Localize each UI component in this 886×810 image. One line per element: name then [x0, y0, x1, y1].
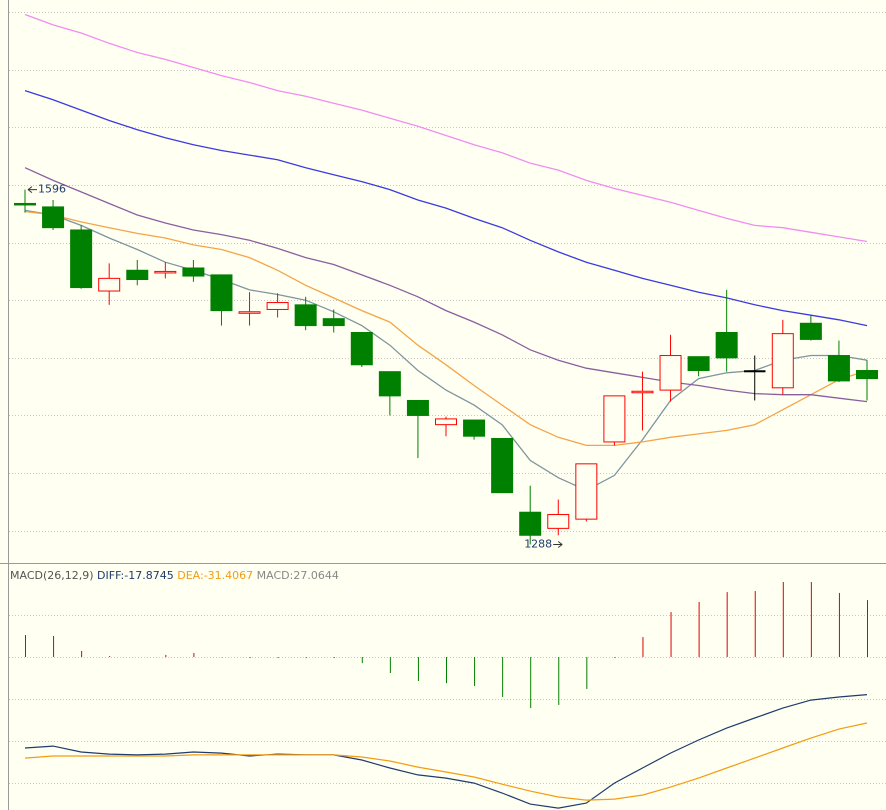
candle-body — [743, 370, 766, 373]
min-label: 1288 — [524, 537, 552, 550]
legend-diff: DIFF:-17.8745 — [97, 569, 174, 582]
candle-body — [547, 514, 570, 529]
moving-average-line — [24, 210, 868, 447]
macd-legend: MACD(26,12,9) DIFF:-17.8745 DEA:-31.4067… — [10, 569, 339, 582]
candle-body — [98, 277, 121, 292]
candle-body — [827, 355, 850, 382]
macd-line — [24, 722, 868, 801]
macd-line — [24, 694, 868, 809]
candle-body — [491, 437, 514, 494]
candle-body — [126, 269, 149, 281]
moving-average-line — [24, 13, 868, 243]
annotation-arrow — [27, 186, 33, 194]
candle-body — [42, 206, 65, 229]
candle-body — [519, 511, 542, 536]
moving-average-line — [24, 167, 868, 403]
candle-body — [294, 304, 317, 327]
candle-body — [463, 419, 486, 437]
candle-body — [856, 370, 878, 380]
candle-body — [771, 333, 794, 389]
annotation-arrow — [557, 541, 563, 548]
indicator-title: MACD(26,12,9) — [10, 569, 94, 582]
candle-body — [575, 463, 598, 520]
candle-body — [266, 302, 289, 310]
max-label: 1596 — [38, 183, 66, 196]
candle-body — [799, 322, 822, 340]
candle-body — [210, 274, 233, 312]
candle-body — [322, 318, 345, 327]
candle-body — [659, 355, 682, 391]
candle-body — [154, 270, 177, 274]
candle-body — [687, 356, 710, 372]
moving-average-line — [24, 209, 868, 492]
candle-body — [603, 395, 626, 443]
candle-body — [406, 399, 429, 416]
candle-body — [182, 267, 205, 277]
candle-body — [631, 390, 654, 394]
candle-body — [378, 371, 401, 397]
candle-body — [715, 331, 738, 359]
candle-body — [435, 418, 457, 426]
legend-dea: DEA:-31.4067 — [177, 569, 253, 582]
candle-body — [14, 202, 36, 206]
candle-body — [350, 331, 373, 366]
legend-macd: MACD:27.0644 — [257, 569, 339, 582]
candle-body — [70, 229, 93, 289]
candle-body — [238, 311, 261, 314]
